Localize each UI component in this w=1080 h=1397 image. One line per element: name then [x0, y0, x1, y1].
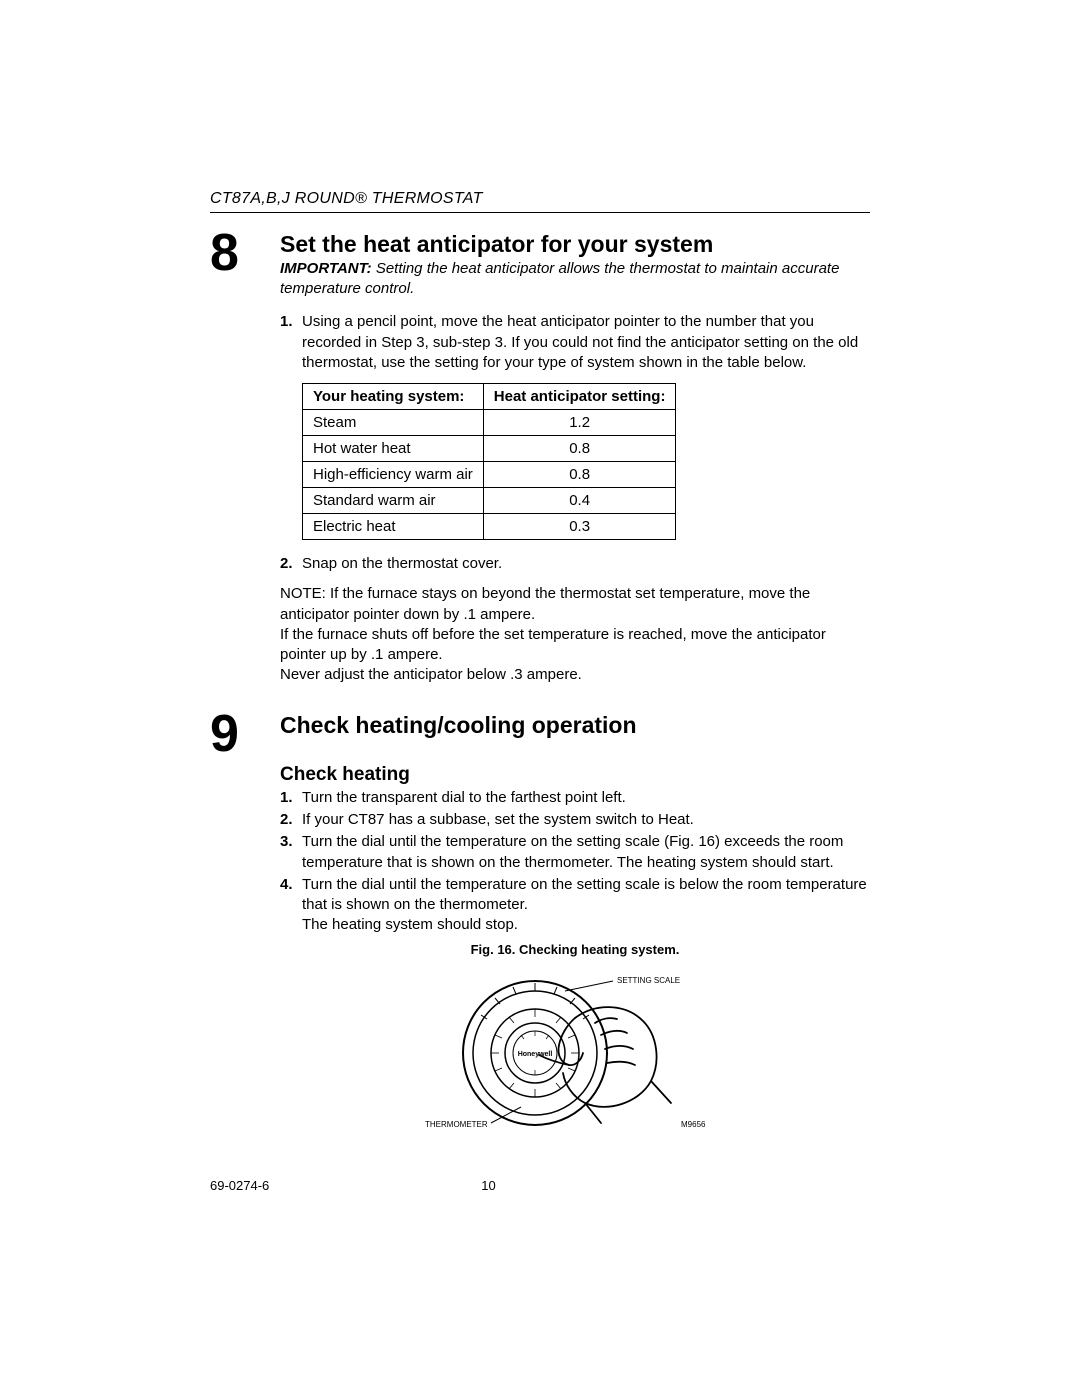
step-text: If your CT87 has a subbase, set the syst…	[302, 810, 870, 830]
thermostat-diagram-svg: Honeywell	[425, 963, 725, 1133]
table-cell-val: 0.8	[483, 462, 676, 488]
section-8-title: Set the heat anticipator for your system	[280, 231, 870, 257]
section-8-important: IMPORTANT: Setting the heat anticipator …	[280, 259, 870, 298]
table-col2-header: Heat anticipator setting:	[483, 384, 676, 410]
step-marker: 1.	[280, 788, 302, 808]
list-item: 2.If your CT87 has a subbase, set the sy…	[280, 810, 870, 830]
table-cell-val: 0.4	[483, 488, 676, 514]
table-row: Hot water heat0.8	[303, 436, 676, 462]
section-8-note2: If the furnace shuts off before the set …	[280, 625, 870, 666]
page-footer: 69-0274-6 10	[210, 1178, 870, 1193]
step-text: Snap on the thermostat cover.	[302, 554, 870, 574]
header-rule	[210, 212, 870, 213]
list-item: 4.Turn the dial until the temperature on…	[280, 875, 870, 936]
table-row: High-efficiency warm air0.8	[303, 462, 676, 488]
table-row: Electric heat0.3	[303, 514, 676, 540]
anticipator-table: Your heating system: Heat anticipator se…	[302, 383, 676, 540]
setting-scale-label: SETTING SCALE	[617, 976, 680, 985]
section-8-step2-list: 2. Snap on the thermostat cover.	[280, 554, 870, 574]
step-marker: 2.	[280, 554, 302, 574]
table-col1-header: Your heating system:	[303, 384, 484, 410]
table-header-row: Your heating system: Heat anticipator se…	[303, 384, 676, 410]
list-item: 1.Turn the transparent dial to the farth…	[280, 788, 870, 808]
step-marker: 2.	[280, 810, 302, 830]
section-9-header: 9 Check heating/cooling operation	[210, 712, 870, 756]
running-header: CT87A,B,J ROUND® THERMOSTAT	[210, 190, 870, 208]
brand-label: Honeywell	[518, 1051, 553, 1058]
section-8-content: 1. Using a pencil point, move the heat a…	[280, 312, 870, 685]
section-8-header: 8 Set the heat anticipator for your syst…	[210, 231, 870, 298]
doc-number: 69-0274-6	[210, 1178, 269, 1193]
step-marker: 1.	[280, 312, 302, 373]
section-8-note3: Never adjust the anticipator below .3 am…	[280, 665, 870, 685]
table-row: Standard warm air0.4	[303, 488, 676, 514]
section-8-note1: NOTE: If the furnace stays on beyond the…	[280, 584, 870, 625]
table-cell-sys: Standard warm air	[303, 488, 484, 514]
table-cell-sys: High-efficiency warm air	[303, 462, 484, 488]
figure-code: M9656	[681, 1120, 706, 1129]
step-marker: 4.	[280, 875, 302, 936]
section-9-steps: 1.Turn the transparent dial to the farth…	[280, 788, 870, 936]
section-9-number: 9	[210, 712, 280, 756]
page-number: 10	[481, 1178, 495, 1193]
table-row: Steam1.2	[303, 410, 676, 436]
table-cell-val: 1.2	[483, 410, 676, 436]
table-cell-sys: Hot water heat	[303, 436, 484, 462]
section-8-body: Set the heat anticipator for your system…	[280, 231, 870, 298]
thermometer-label: THERMOMETER	[425, 1120, 488, 1129]
figure-16-caption: Fig. 16. Checking heating system.	[280, 942, 870, 957]
table-cell-val: 0.8	[483, 436, 676, 462]
section-9-content: Check heating 1.Turn the transparent dia…	[280, 764, 870, 1133]
section-9-title: Check heating/cooling operation	[280, 712, 870, 738]
section-8-step1-list: 1. Using a pencil point, move the heat a…	[280, 312, 870, 373]
step-text: Turn the transparent dial to the farthes…	[302, 788, 870, 808]
page-content: CT87A,B,J ROUND® THERMOSTAT 8 Set the he…	[210, 190, 870, 1133]
check-heating-subhead: Check heating	[280, 764, 870, 786]
important-label: IMPORTANT:	[280, 260, 372, 277]
step-text: Turn the dial until the temperature on t…	[302, 875, 870, 936]
table-cell-sys: Electric heat	[303, 514, 484, 540]
section-9-body: Check heating/cooling operation	[280, 712, 870, 740]
figure-16: Honeywell	[280, 963, 870, 1133]
list-item: 2. Snap on the thermostat cover.	[280, 554, 870, 574]
table-cell-val: 0.3	[483, 514, 676, 540]
step-marker: 3.	[280, 832, 302, 873]
step-text: Turn the dial until the temperature on t…	[302, 832, 870, 873]
list-item: 3.Turn the dial until the temperature on…	[280, 832, 870, 873]
table-cell-sys: Steam	[303, 410, 484, 436]
section-8-number: 8	[210, 231, 280, 275]
step-text: Using a pencil point, move the heat anti…	[302, 312, 870, 373]
list-item: 1. Using a pencil point, move the heat a…	[280, 312, 870, 373]
